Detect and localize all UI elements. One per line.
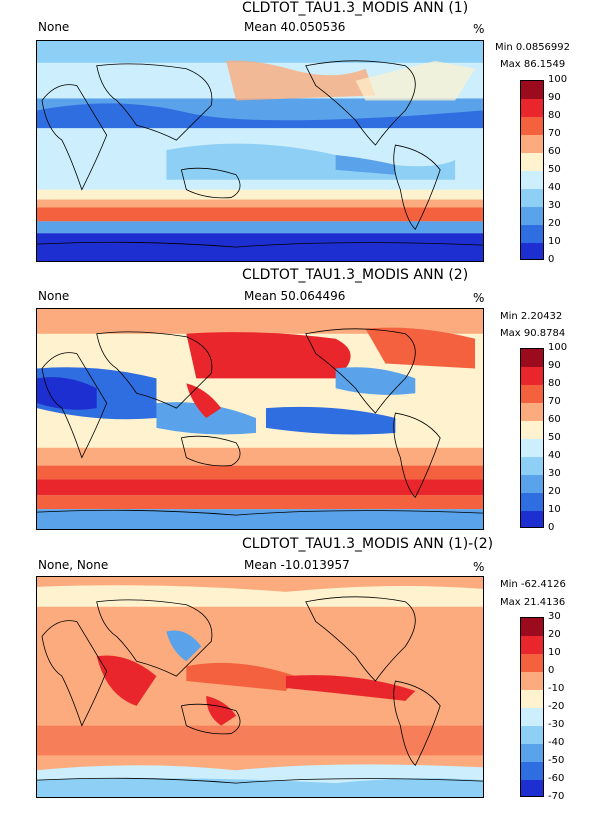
min-label: Min -62.4126	[500, 579, 566, 590]
panel-title: CLDTOT_TAU1.3_MODIS ANN (1)	[242, 0, 469, 16]
colorbar-tick: 60	[548, 146, 561, 157]
mean-label: Mean 50.064496	[244, 289, 346, 303]
colorbar-tick: 0	[548, 522, 555, 533]
colorbar-swatch	[521, 135, 543, 153]
cloud-map	[36, 40, 484, 262]
units-label: %	[473, 291, 485, 305]
colorbar-tick: 0	[548, 254, 555, 265]
colorbar	[520, 617, 544, 797]
colorbar-tick: -10	[548, 683, 565, 694]
colorbar-tick: 100	[548, 342, 568, 353]
colorbar-swatch	[521, 403, 543, 421]
cloud-map	[36, 576, 484, 798]
colorbar-swatch	[521, 618, 543, 636]
max-label: Max 21.4136	[500, 597, 566, 608]
colorbar	[520, 80, 544, 260]
colorbar-tick: 10	[548, 504, 561, 515]
colorbar-swatch	[521, 207, 543, 225]
left-label: None	[38, 289, 70, 303]
colorbar-swatch	[521, 636, 543, 654]
panel-title: CLDTOT_TAU1.3_MODIS ANN (1)-(2)	[242, 536, 494, 552]
min-label: Min 2.20432	[500, 311, 563, 322]
colorbar-swatch	[521, 171, 543, 189]
colorbar-swatch	[521, 762, 543, 780]
colorbar-swatch	[521, 744, 543, 762]
colorbar-swatch	[521, 475, 543, 493]
colorbar-swatch	[521, 225, 543, 243]
colorbar-tick: 30	[548, 200, 561, 211]
colorbar-swatch	[521, 117, 543, 135]
colorbar-tick: 90	[548, 360, 561, 371]
colorbar-tick: 10	[548, 236, 561, 247]
units-label: %	[473, 22, 485, 36]
panel-title: CLDTOT_TAU1.3_MODIS ANN (2)	[242, 267, 469, 283]
colorbar-swatch	[521, 780, 543, 796]
colorbar-swatch	[521, 349, 543, 367]
colorbar-tick: 90	[548, 92, 561, 103]
colorbar-tick: 30	[548, 611, 561, 622]
colorbar-tick: -40	[548, 737, 565, 748]
colorbar-swatch	[521, 153, 543, 171]
colorbar-tick: 70	[548, 396, 561, 407]
colorbar-tick: 50	[548, 432, 561, 443]
colorbar-swatch	[521, 672, 543, 690]
colorbar-swatch	[521, 189, 543, 207]
colorbar-tick: 50	[548, 164, 561, 175]
colorbar-tick: 20	[548, 218, 561, 229]
colorbar-tick: 10	[548, 647, 561, 658]
colorbar-swatch	[521, 511, 543, 527]
colorbar-swatch	[521, 367, 543, 385]
colorbar-tick: -20	[548, 701, 565, 712]
colorbar-swatch	[521, 99, 543, 117]
colorbar-tick: 20	[548, 629, 561, 640]
colorbar-tick: 100	[548, 74, 568, 85]
max-label: Max 86.1549	[500, 59, 566, 70]
max-label: Max 90.8784	[500, 328, 566, 339]
colorbar-tick: 40	[548, 450, 561, 461]
colorbar-swatch	[521, 243, 543, 259]
mean-label: Mean 40.050536	[244, 20, 346, 34]
colorbar-tick: 40	[548, 182, 561, 193]
colorbar-swatch	[521, 385, 543, 403]
units-label: %	[473, 560, 485, 574]
colorbar-swatch	[521, 690, 543, 708]
colorbar	[520, 348, 544, 528]
cloud-map	[36, 308, 484, 530]
colorbar-tick: -50	[548, 755, 565, 766]
colorbar-tick: 0	[548, 665, 555, 676]
mean-label: Mean -10.013957	[244, 558, 350, 572]
colorbar-tick: 80	[548, 110, 561, 121]
colorbar-tick: -70	[548, 791, 565, 802]
colorbar-tick: 60	[548, 414, 561, 425]
colorbar-swatch	[521, 421, 543, 439]
colorbar-swatch	[521, 457, 543, 475]
colorbar-tick: 20	[548, 486, 561, 497]
min-label: Min 0.0856992	[495, 42, 570, 53]
left-label: None, None	[38, 558, 109, 572]
colorbar-swatch	[521, 439, 543, 457]
colorbar-swatch	[521, 654, 543, 672]
colorbar-tick: 70	[548, 128, 561, 139]
colorbar-tick: -30	[548, 719, 565, 730]
colorbar-swatch	[521, 81, 543, 99]
colorbar-tick: 80	[548, 378, 561, 389]
colorbar-tick: 30	[548, 468, 561, 479]
colorbar-swatch	[521, 493, 543, 511]
colorbar-swatch	[521, 708, 543, 726]
colorbar-tick: -60	[548, 773, 565, 784]
colorbar-swatch	[521, 726, 543, 744]
left-label: None	[38, 20, 70, 34]
